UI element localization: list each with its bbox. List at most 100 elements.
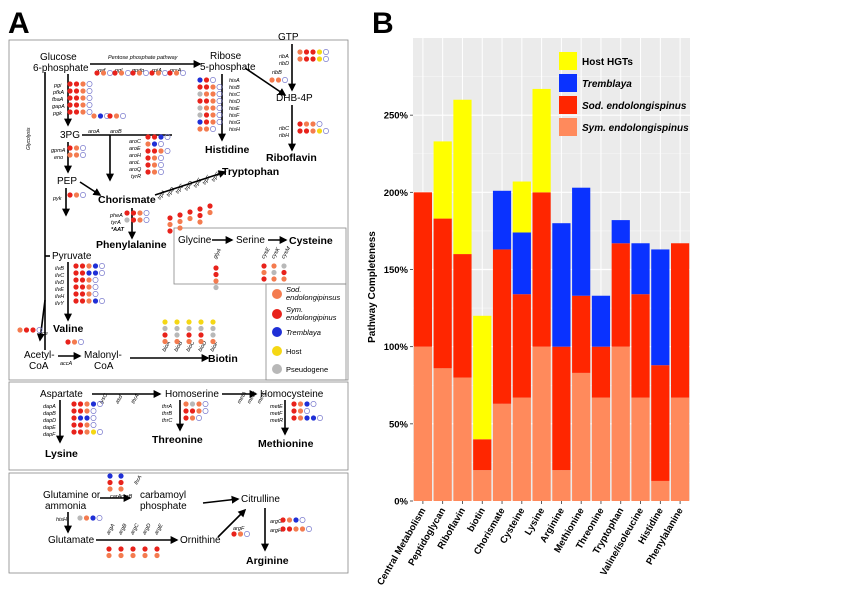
- bar-segment: [413, 192, 432, 347]
- gene-dot: [158, 148, 164, 154]
- gene-dot: [67, 145, 73, 151]
- gene-dot: [137, 217, 143, 223]
- gene-ribH: ribH: [279, 133, 289, 139]
- gene-fbaA: fbaA: [52, 97, 64, 103]
- legend-box: [265, 283, 347, 381]
- gene-thrB: thrB: [162, 411, 172, 417]
- gene-dot: [280, 517, 286, 523]
- gene-hisH: hisH: [229, 127, 240, 133]
- ppp-label: Pentose phosphate pathway: [108, 55, 179, 61]
- gene-dot: [71, 408, 77, 414]
- gene-dot: [167, 228, 173, 234]
- gene-dot: [86, 298, 92, 304]
- acetyl-label: Acetyl-: [24, 350, 55, 361]
- gene-dot: [79, 298, 86, 304]
- x-tick-labels: Central MetabolismPeptidoglycanRiboflavi…: [375, 501, 686, 587]
- bar-segment: [473, 439, 492, 471]
- gene-dot: [90, 401, 97, 407]
- gene-dot: [304, 415, 310, 421]
- serine-label: Serine: [236, 235, 265, 246]
- gene-dot: [197, 84, 203, 90]
- gene-metE: metE: [270, 404, 283, 410]
- gene-dot: [151, 169, 158, 175]
- gene-dot: [107, 473, 113, 479]
- gene-aroQ: aroQ: [129, 167, 142, 173]
- gene-pyk: pyk: [52, 196, 62, 202]
- gene-dot: [80, 102, 86, 108]
- gene-dot: [203, 77, 210, 83]
- carbamoyl-label: carbamoyl: [140, 490, 186, 501]
- gene-dot-empty: [86, 102, 93, 108]
- gene-dot: [189, 408, 196, 414]
- ribose-label-2: 5-phosphate: [200, 62, 256, 73]
- gene-dot: [203, 91, 210, 97]
- y-tick-label: 50%: [389, 419, 409, 430]
- gene-presence-dots: [17, 49, 329, 559]
- gene-hisA: hisA: [229, 78, 240, 84]
- gene-dot: [210, 332, 216, 338]
- gene-dot: [210, 325, 216, 332]
- gene-dot-empty: [97, 401, 103, 407]
- gene-dot: [167, 70, 173, 76]
- gene-dapB: dapB: [43, 411, 56, 417]
- gene-dot: [197, 212, 203, 219]
- gene-dot-empty: [143, 217, 150, 223]
- gene-dot: [297, 401, 304, 407]
- gene-dot: [213, 271, 219, 278]
- gene-dot: [297, 121, 303, 127]
- valine-label: Valine: [53, 323, 84, 335]
- bar-segment: [611, 243, 630, 347]
- pyruvate-label: Pyruvate: [52, 251, 92, 262]
- gene-dot: [130, 210, 137, 216]
- gene-dot: [174, 338, 180, 345]
- gene-metR: metR: [270, 418, 283, 424]
- gene-dot: [107, 479, 113, 486]
- gene-dot: [210, 338, 216, 345]
- gene-dot: [86, 284, 92, 290]
- gene-dot: [77, 515, 83, 521]
- gene-dot: [280, 526, 286, 532]
- gene-ribA: ribA: [279, 54, 289, 60]
- gene-dot: [67, 192, 73, 198]
- gene-gapA: gapA: [52, 104, 65, 110]
- gene-dot: [207, 209, 213, 216]
- gene-dot: [203, 98, 210, 104]
- tryptophan-label: Tryptophan: [222, 166, 279, 178]
- chart-legend: Host HGTs Tremblaya Sod. endolongispinus Sy…: [559, 52, 689, 136]
- acetyl-arrow: [36, 299, 46, 342]
- gene-dot-empty: [282, 77, 288, 83]
- bar-segment: [453, 254, 472, 378]
- bar-segment: [532, 192, 551, 347]
- gene-dot: [73, 88, 80, 94]
- legend: Sod. endolongipinsus Sym. endolongipinus…: [272, 285, 340, 374]
- gene-carB: carB: [121, 494, 133, 500]
- gene-dot-empty: [96, 515, 103, 521]
- gene-ilvE: ilvE: [55, 287, 64, 293]
- gene-dot: [203, 119, 210, 125]
- gene-dot: [310, 56, 316, 62]
- gene-dot: [67, 152, 73, 158]
- legend-dot-sym: [272, 309, 282, 319]
- chorismate-label: Chorismate: [98, 194, 156, 206]
- gene-aroC: aroC: [129, 139, 141, 145]
- bar-segment: [572, 372, 591, 501]
- gene-glyA: glyA: [213, 247, 224, 260]
- gene-dot: [118, 552, 124, 559]
- gene-dot: [67, 81, 73, 87]
- gene-dot: [86, 263, 92, 269]
- gene-dot-empty: [158, 169, 164, 175]
- gene-dot: [79, 284, 86, 290]
- pep-label: PEP: [57, 176, 77, 187]
- glycine-label: Glycine: [178, 235, 212, 246]
- bar-segment: [591, 397, 611, 501]
- bar-segment: [473, 315, 492, 440]
- gene-dot: [130, 217, 137, 223]
- bar-segment: [552, 223, 571, 347]
- gene-dot: [316, 56, 323, 62]
- gene-dot: [149, 70, 155, 76]
- gene-dot-empty: [143, 210, 150, 216]
- gene-dot: [91, 113, 97, 119]
- legend-pseudogene: Pseudogene: [286, 365, 328, 374]
- gene-dot-empty: [180, 70, 186, 76]
- gene-dot: [197, 126, 203, 132]
